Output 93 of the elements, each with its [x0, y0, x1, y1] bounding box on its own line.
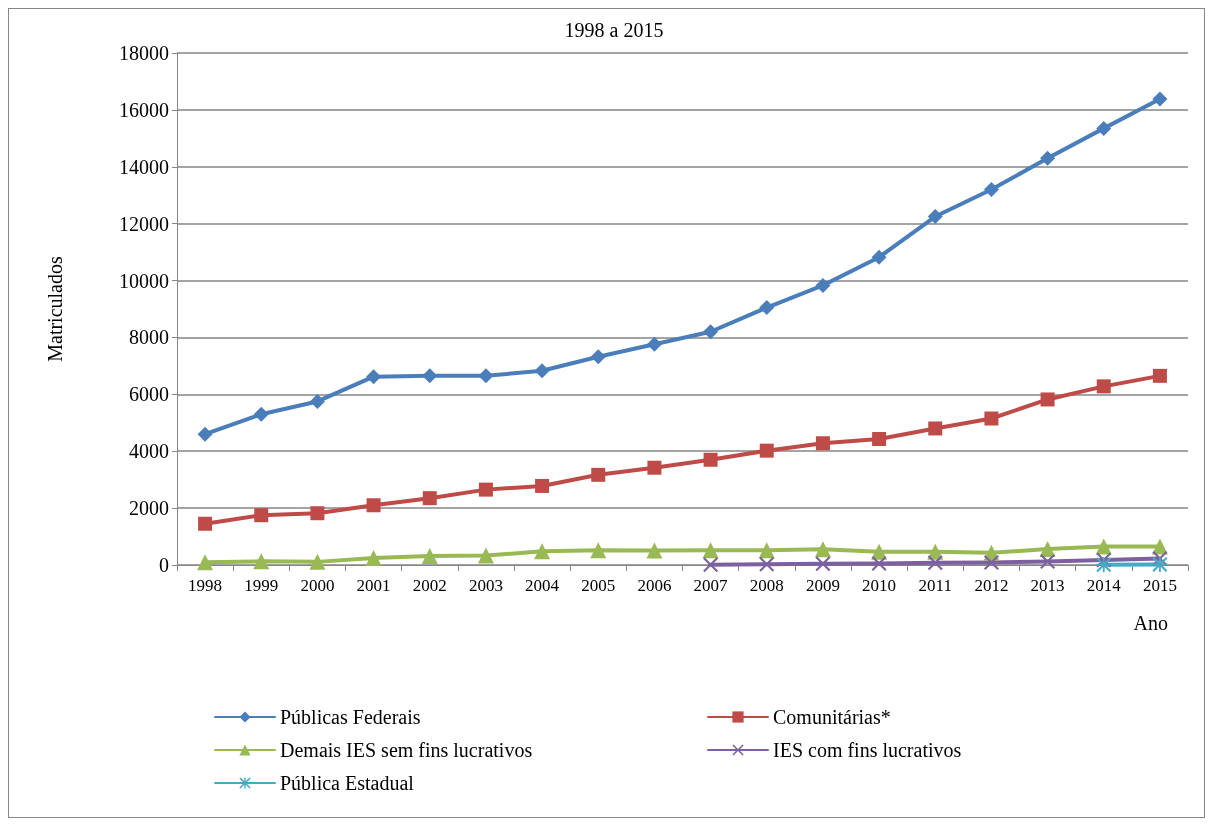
- point: [590, 542, 607, 559]
- x-tick-label: 2002: [412, 576, 447, 595]
- point: [535, 478, 550, 493]
- point: [871, 249, 887, 265]
- point: [872, 431, 887, 446]
- point: [591, 467, 606, 482]
- point: [983, 182, 999, 198]
- legend-label: Pública Estadual: [280, 772, 415, 794]
- x-tick-label: 1998: [188, 576, 223, 595]
- x-tick-label: 2007: [693, 576, 729, 595]
- point: [815, 277, 831, 293]
- point: [647, 460, 662, 475]
- point: [928, 421, 943, 436]
- point: [1040, 150, 1056, 166]
- y-tick-label: 2000: [129, 497, 169, 520]
- point: [759, 443, 774, 458]
- y-tick-label: 14000: [119, 155, 169, 178]
- point: [646, 542, 663, 559]
- point: [871, 556, 887, 572]
- point: [1152, 368, 1167, 383]
- legend-label: IES com fins lucrativos: [773, 739, 962, 761]
- y-tick-label: 4000: [129, 440, 169, 463]
- point: [1096, 120, 1112, 136]
- point: [927, 209, 943, 225]
- point: [197, 426, 213, 442]
- y-axis-title: Matriculados: [44, 256, 66, 362]
- point: [984, 411, 999, 426]
- point: [1096, 379, 1111, 394]
- point: [1152, 91, 1168, 107]
- point: [1096, 557, 1112, 573]
- x-tick-label: 2010: [862, 576, 897, 595]
- point: [365, 549, 382, 566]
- y-tick-label: 0: [159, 554, 169, 576]
- point: [254, 508, 269, 523]
- point: [758, 542, 775, 559]
- legend-label: Públicas Federais: [280, 706, 421, 728]
- point: [1040, 554, 1056, 570]
- point: [253, 406, 269, 422]
- y-tick-label: 16000: [119, 98, 169, 121]
- point: [759, 300, 775, 316]
- point: [703, 452, 718, 467]
- x-tick-label: 2003: [468, 576, 503, 595]
- point: [815, 556, 831, 572]
- point: [590, 349, 606, 365]
- x-tick-label: 2008: [749, 576, 784, 595]
- point: [703, 557, 719, 573]
- x-tick-label: 2001: [356, 576, 391, 595]
- point: [759, 556, 775, 572]
- y-tick-label: 12000: [119, 212, 169, 235]
- x-axis-title: Ano: [1133, 612, 1168, 634]
- point: [534, 543, 551, 560]
- point: [646, 336, 662, 352]
- point: [310, 506, 325, 521]
- y-tick-label: 10000: [119, 269, 169, 292]
- x-tick-label: 2012: [974, 576, 1009, 595]
- legend-label: Demais IES sem fins lucrativos: [280, 739, 533, 761]
- x-tick-label: 2005: [581, 576, 616, 595]
- point: [422, 491, 437, 506]
- x-tick-label: 2000: [300, 576, 335, 595]
- point: [478, 368, 494, 384]
- legend-label: Comunitárias*: [773, 706, 891, 728]
- point: [253, 553, 270, 570]
- point: [477, 547, 494, 564]
- point: [814, 541, 831, 558]
- point: [366, 498, 381, 513]
- point: [309, 393, 325, 409]
- y-tick-label: 8000: [129, 326, 169, 349]
- point: [422, 368, 438, 384]
- chart-title: 1998 a 2015: [564, 19, 664, 41]
- point: [478, 482, 493, 497]
- point: [198, 516, 213, 531]
- point: [421, 547, 438, 564]
- point: [815, 436, 830, 451]
- point: [983, 554, 999, 570]
- x-tick-label: 2006: [637, 576, 672, 595]
- x-tick-label: 2015: [1142, 576, 1177, 595]
- x-tick-label: 2013: [1030, 576, 1065, 595]
- point: [1095, 538, 1112, 555]
- y-tick-label: 6000: [129, 383, 169, 406]
- x-tick-label: 2011: [918, 576, 952, 595]
- point: [1040, 392, 1055, 407]
- x-tick-label: 2014: [1086, 576, 1122, 595]
- x-tick-label: 1999: [244, 576, 279, 595]
- y-tick-label: 18000: [119, 42, 169, 64]
- point: [927, 555, 943, 571]
- point: [197, 554, 214, 571]
- point: [366, 369, 382, 385]
- x-tick-label: 2009: [805, 576, 840, 595]
- x-tick-label: 2004: [525, 576, 560, 595]
- point: [703, 324, 719, 340]
- point: [309, 553, 326, 570]
- point: [534, 363, 550, 379]
- point: [702, 542, 719, 559]
